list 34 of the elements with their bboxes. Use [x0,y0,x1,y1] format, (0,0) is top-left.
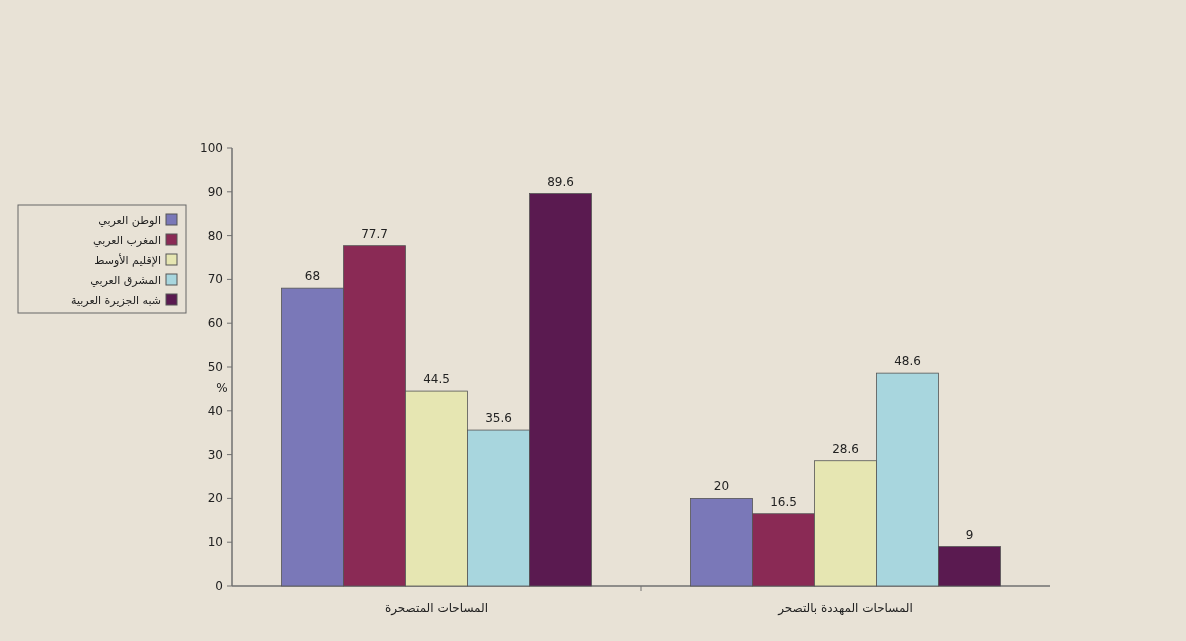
data-label: 68 [304,269,321,284]
legend-label: المشرق العربي [90,274,161,287]
y-tick-label: 90 [207,184,223,199]
y-tick-label: 20 [207,491,223,506]
legend-item: المغرب العربي [93,233,178,247]
legend-label: المغرب العربي [92,234,161,247]
legend-label: شبه الجزيرة العربية [71,294,161,307]
data-label: 9 [965,527,974,542]
y-tick-label: 70 [207,272,223,287]
y-tick-label: 10 [207,535,223,550]
y-tick-label: 60 [207,316,223,331]
x-tick-label: المساحات المتصحرة [384,601,489,616]
legend-item: الوطن العربي [98,213,178,227]
legend-label: الإقليم الأوسط [94,253,161,267]
y-tick-label: 80 [207,228,223,243]
legend-item: المشرق العربي [90,273,178,287]
legend-label: الوطن العربي [98,214,161,227]
y-tick-label: 50 [207,360,223,374]
y-tick-label: 30 [207,447,223,462]
data-label: 44.5 [423,372,450,387]
y-tick-label: 0 [215,579,223,593]
data-label: 16.5 [770,494,797,509]
data-label: 28.6 [832,441,859,456]
data-label: 77.7 [361,226,388,241]
data-label: 35.6 [485,411,512,426]
data-label: 89.6 [547,174,574,189]
x-tick-label: المساحات المهددة بالتصحر [777,601,913,616]
y-tick-label: 100 [200,141,223,155]
y-tick-label: 40 [207,403,223,418]
legend-item: الإقليم الأوسط [94,253,178,267]
data-label: 48.6 [894,354,921,369]
y-axis-title: % [216,381,228,395]
data-label: 20 [713,479,730,494]
legend-item: شبه الجزيرة العربية [71,293,178,307]
